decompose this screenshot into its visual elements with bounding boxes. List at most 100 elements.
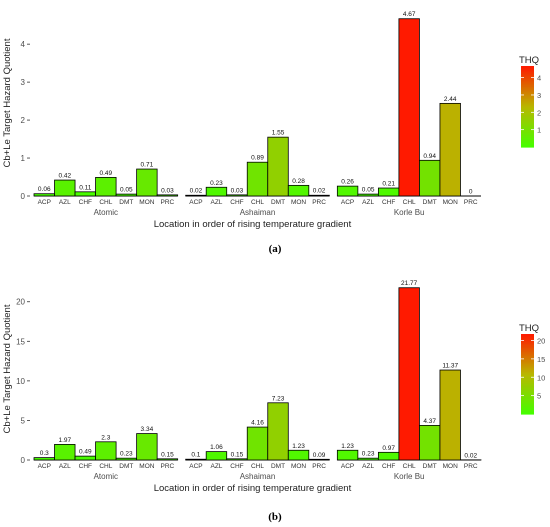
legend-gradient-step xyxy=(521,132,534,135)
legend-gradient-step xyxy=(521,360,534,363)
y-tick-label: 0 xyxy=(21,192,26,201)
legend-gradient-step xyxy=(521,378,534,380)
category-tick-label: CHF xyxy=(79,199,92,206)
bar-prc xyxy=(156,194,179,197)
legend-gradient-step xyxy=(521,335,534,338)
bar-chl xyxy=(95,441,117,461)
legend-gradient-step xyxy=(521,396,534,399)
legend-gradient-step xyxy=(521,391,534,394)
legend-tick-label: 4 xyxy=(537,74,541,83)
legend-gradient-step xyxy=(521,351,534,354)
legend-gradient-step xyxy=(521,343,534,346)
legend-gradient-step xyxy=(521,74,534,77)
legend-gradient-step xyxy=(521,371,534,374)
bar-value-label: 0.23 xyxy=(362,451,375,458)
legend-gradient-step xyxy=(521,392,534,395)
bar-value-label: 0.05 xyxy=(362,187,375,194)
bar-value-label: 11.37 xyxy=(442,363,458,370)
legend-gradient-step xyxy=(521,142,534,145)
legend-gradient-step xyxy=(521,118,534,121)
legend-gradient-step xyxy=(521,136,534,139)
bar-value-label: 0.23 xyxy=(210,180,223,187)
bar-chf xyxy=(74,191,96,197)
legend-gradient-step xyxy=(521,344,534,347)
category-tick-label: MON xyxy=(443,199,458,206)
legend-gradient-step xyxy=(521,411,534,414)
category-tick-label: PRC xyxy=(464,463,478,470)
legend-gradient-step xyxy=(521,140,534,143)
group-label: Korle Bu xyxy=(394,472,425,481)
category-tick-label: DMT xyxy=(271,463,285,470)
group-label: Ashaiman xyxy=(240,208,276,217)
group-label: Atomic xyxy=(94,472,118,481)
legend-gradient-step xyxy=(521,117,534,120)
legend-gradient-step xyxy=(521,338,534,340)
bar-value-label: 2.44 xyxy=(444,96,457,103)
bar-prc xyxy=(308,194,330,197)
legend-gradient-step xyxy=(521,141,534,144)
legend-gradient-step xyxy=(521,372,534,375)
legend-gradient-step xyxy=(521,383,534,386)
legend-gradient-step xyxy=(521,379,534,382)
bar-dmt xyxy=(419,159,441,197)
legend-gradient-step xyxy=(521,83,534,86)
bar-value-label: 2.3 xyxy=(101,434,110,441)
category-tick-label: CHL xyxy=(99,199,112,206)
legend-tick-label: 3 xyxy=(537,91,541,100)
bar-value-label: 1.06 xyxy=(210,444,223,451)
category-tick-label: AZL xyxy=(362,463,374,470)
bar-mon xyxy=(287,449,310,461)
bar-value-label: 1.23 xyxy=(292,443,305,450)
legend-gradient-step xyxy=(521,336,534,339)
category-tick-label: ACP xyxy=(38,199,51,206)
legend-tick-label: 15 xyxy=(537,355,545,364)
group-atomic: 0.3 ACP 1.97 AZL 0.49 CHF 2.3 CHL 0.23 DMT 3.34 MON… xyxy=(33,426,179,481)
legend-gradient-step xyxy=(521,399,534,402)
bar-value-label: 4.37 xyxy=(423,418,436,425)
category-tick-label: CHL xyxy=(403,199,416,206)
bar-azl xyxy=(205,451,228,461)
bar-value-label: 0.11 xyxy=(79,184,92,191)
y-tick-label: 1 xyxy=(21,154,26,163)
legend-gradient-step xyxy=(521,340,534,343)
legend-gradient-step xyxy=(521,133,534,136)
category-tick-label: AZL xyxy=(210,463,222,470)
y-tick-label: 3 xyxy=(21,78,26,87)
legend-gradient-step xyxy=(521,97,534,99)
bar-acp xyxy=(336,185,359,197)
bar-chf xyxy=(74,455,96,461)
bar-dmt xyxy=(115,457,138,461)
legend-gradient-step xyxy=(521,398,534,400)
bar-value-label: 3.34 xyxy=(141,426,154,433)
bar-value-label: 0.71 xyxy=(141,162,154,169)
legend-gradient-step xyxy=(521,145,534,148)
category-tick-label: MON xyxy=(291,463,306,470)
legend-gradient-step xyxy=(521,368,534,371)
legend-tick-label: 5 xyxy=(537,392,541,401)
bar-chl xyxy=(398,18,420,197)
category-tick-label: DMT xyxy=(423,199,437,206)
bar-value-label: 0.49 xyxy=(100,170,113,177)
legend-gradient-step xyxy=(521,352,534,355)
legend-gradient-step xyxy=(521,346,534,348)
category-tick-label: CHL xyxy=(251,199,264,206)
legend-gradient-step xyxy=(521,144,534,147)
legend-gradient-step xyxy=(521,86,534,89)
legend-gradient-step xyxy=(521,72,534,75)
legend-gradient-step xyxy=(521,412,534,415)
legend-gradient-step xyxy=(521,121,534,124)
bar-value-label: 0.02 xyxy=(464,452,477,459)
legend-gradient-step xyxy=(521,394,534,396)
category-tick-label: CHF xyxy=(79,463,92,470)
category-tick-label: CHF xyxy=(230,463,243,470)
legend-gradient-step xyxy=(521,67,534,70)
legend-gradient-step xyxy=(521,88,534,91)
bar-value-label: 0.03 xyxy=(231,187,244,194)
legend-gradient-step xyxy=(521,68,534,71)
bar-mon xyxy=(439,369,461,461)
bar-value-label: 0.1 xyxy=(191,452,200,459)
y-tick-label: 4 xyxy=(21,40,26,49)
legend-gradient-step xyxy=(521,103,534,106)
bar-value-label: 0.02 xyxy=(313,188,326,195)
legend-gradient-step xyxy=(521,356,534,359)
